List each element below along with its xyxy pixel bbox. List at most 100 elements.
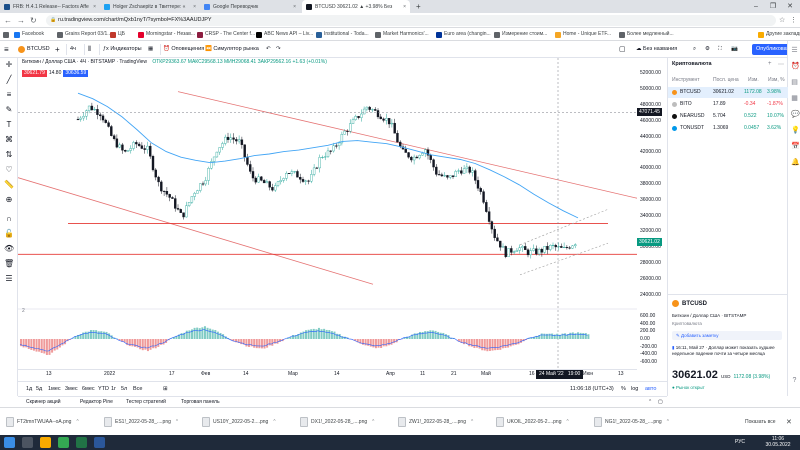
watchlist-icon[interactable]: ☰ <box>791 47 798 54</box>
trash-icon[interactable]: 🗑 <box>4 259 15 268</box>
bookmark-item[interactable]: Morningstar - Незав... <box>138 28 195 41</box>
chevron-up-icon[interactable]: ⌃ <box>272 419 277 425</box>
bookmark-item[interactable]: ЦБ <box>110 28 125 41</box>
watchlist-row[interactable]: TONUSDT 1.3069 0.0457 3.62% <box>668 123 788 134</box>
browser-tab-tradingview[interactable]: BTCUSD 30621.02 ▲ +3.98% Без × <box>302 0 410 13</box>
notifications-icon[interactable]: 🔔 <box>791 159 800 166</box>
chevron-up-icon[interactable]: ⌃ <box>665 419 670 425</box>
bookmark-other[interactable]: Другие закладки <box>758 28 800 41</box>
tab-strategy-tester[interactable]: Тестер стратегий <box>126 399 166 405</box>
fullscreen-icon[interactable]: ⛶ <box>718 46 722 52</box>
chevron-up-icon[interactable]: ⌃ <box>371 419 376 425</box>
zoom-in-icon[interactable]: ⊕ <box>5 195 13 204</box>
close-icon[interactable]: × <box>193 3 196 10</box>
chevron-up-icon[interactable]: ⌃ <box>469 419 475 425</box>
news-icon[interactable]: ▦ <box>791 95 798 102</box>
calendar-icon[interactable]: 📅 <box>791 143 800 150</box>
taskbar-clock[interactable]: 11:06 30.05.2022 <box>760 436 796 448</box>
timeframe-button[interactable]: 1д <box>26 386 33 392</box>
col-header-pct[interactable]: Изм, % <box>768 77 785 83</box>
bookmark-item[interactable]: Измерение стоим... <box>494 28 547 41</box>
show-all-downloads-link[interactable]: Показать все <box>745 419 776 425</box>
hamburger-menu-icon[interactable]: ≡ <box>4 45 9 54</box>
undo-icon[interactable]: ↶ <box>266 46 271 52</box>
layout-grid-icon[interactable]: ▢ <box>619 46 626 53</box>
price-scale[interactable]: 52000.00 50000.00 48000.00 46000.00 44000.00… <box>637 58 667 381</box>
download-item[interactable]: ZW1!_2022-05-28_....png ⌃ <box>398 414 474 430</box>
bookmark-item[interactable]: Euro area (changin... <box>436 28 491 41</box>
close-icon[interactable]: × <box>403 3 406 10</box>
new-tab-button[interactable]: + <box>416 2 421 11</box>
download-item[interactable]: US10Y_2022-05-2....png ⌃ <box>202 414 277 430</box>
browser-tab-translate[interactable]: Google Переводчик × <box>200 0 300 13</box>
file-explorer-icon[interactable] <box>40 437 51 448</box>
chevron-up-icon[interactable]: ⌃ <box>565 419 570 425</box>
price-chart[interactable] <box>18 58 637 381</box>
layout-name-button[interactable]: ☁ Без названия <box>636 41 677 58</box>
bookmark-item[interactable]: Market Harmonics'... <box>375 28 429 41</box>
bar-style-icon[interactable]: ⫴ <box>88 46 91 53</box>
star-bookmark-icon[interactable]: ☆ <box>779 17 786 24</box>
watchlist-row[interactable]: BTCUSD 30621.02 1172.08 3.98% <box>668 87 788 98</box>
input-language[interactable]: РУС <box>735 439 746 445</box>
tab-trading-panel[interactable]: Торговая панель <box>181 399 220 405</box>
crosshair-tool-icon[interactable]: ✛ <box>5 60 13 69</box>
interval-button[interactable]: 4ч <box>70 46 76 52</box>
more-options-icon[interactable]: ⋯ <box>778 62 784 68</box>
pattern-tool-icon[interactable]: ⌘ <box>5 135 13 144</box>
chevron-up-icon[interactable]: ⌃ <box>174 419 180 425</box>
publish-button[interactable]: Опубликовать <box>752 44 796 55</box>
auto-scale-toggle[interactable]: авто <box>645 386 657 392</box>
col-header-symbol[interactable]: Инструмент <box>672 77 700 83</box>
collapse-panel-icon[interactable]: ⌃ <box>648 399 653 405</box>
timeframe-button[interactable]: 6мес <box>82 386 95 392</box>
templates-icon[interactable]: ▦ <box>148 46 154 52</box>
close-icon[interactable]: × <box>93 3 96 10</box>
help-icon[interactable]: ? <box>792 377 797 384</box>
download-item[interactable]: DX1!_2022-05-28_....png ⌃ <box>300 414 375 430</box>
text-tool-icon[interactable]: T <box>6 120 12 129</box>
timeframe-button[interactable]: 5д <box>36 386 43 392</box>
watchlist-row[interactable]: NEARUSD 5.704 0.522 10.07% <box>668 111 788 122</box>
log-scale-toggle[interactable]: log <box>631 386 639 392</box>
col-header-chg[interactable]: Изм. <box>748 77 759 83</box>
trendline-tool-icon[interactable]: ╱ <box>6 75 12 84</box>
bookmark-item[interactable]: Institutional - Toda... <box>316 28 369 41</box>
chart-pane[interactable]: Биткоин / Доллар США · 4Ч · BITSTAMP · T… <box>18 58 637 381</box>
url-input[interactable]: 🔒 ru.tradingview.com/chart/mQxb1nyT/?sym… <box>46 15 776 26</box>
lock-drawings-icon[interactable]: 🔓 <box>4 229 14 238</box>
ideas-icon[interactable]: 💡 <box>791 127 800 134</box>
timeframe-button[interactable]: YTD <box>98 386 109 392</box>
windows-start-icon[interactable] <box>4 437 15 448</box>
bookmark-item[interactable]: Home - Unique ETF... <box>555 28 611 41</box>
bookmark-item[interactable]: CRSP - The Center f... <box>197 28 255 41</box>
timeframe-button[interactable]: 1г <box>111 386 117 392</box>
close-downloads-icon[interactable]: ✕ <box>786 419 792 426</box>
prediction-tool-icon[interactable]: ⇅ <box>5 150 13 159</box>
close-icon[interactable]: × <box>293 3 296 10</box>
watchlist-title[interactable]: Криптовалюта <box>672 61 712 67</box>
bookmark-item[interactable]: Grains Report 03/1... <box>57 28 111 41</box>
time-axis[interactable]: 13 2022 17 Фев 14 Мар 14 Апр 11 21 Май 16 13 Июн 24 Ма… <box>18 369 637 381</box>
chevron-up-icon[interactable]: ⌃ <box>75 419 80 425</box>
download-item[interactable]: FT2tmnTWUAA--oA.png ⌃ <box>6 414 80 430</box>
minimize-window-icon[interactable]: – <box>754 3 758 10</box>
excel-icon[interactable] <box>76 437 87 448</box>
browser-tab-frb[interactable]: FRB: H.4.1 Release-- Factors Affe × <box>0 0 100 13</box>
redo-icon[interactable]: ↷ <box>276 46 281 52</box>
tab-stock-screener[interactable]: Скринер акций <box>26 399 61 405</box>
timeframe-button[interactable]: Все <box>133 386 143 392</box>
fib-tool-icon[interactable]: ≡ <box>6 90 12 99</box>
percent-scale-toggle[interactable]: % <box>621 386 626 392</box>
alerts-button[interactable]: ⏰ Оповещения <box>163 41 204 58</box>
date-range-icon[interactable]: ⊞ <box>163 386 168 392</box>
forward-arrow-icon[interactable]: → <box>17 16 25 25</box>
ruler-icon[interactable]: 📏 <box>4 180 14 189</box>
eye-icon[interactable]: 👁 <box>4 244 15 253</box>
detail-symbol[interactable]: BTCUSD <box>672 300 707 307</box>
alarm-icon[interactable]: ⏰ <box>791 63 800 70</box>
browser-menu-icon[interactable]: ⋮ <box>790 17 797 24</box>
chat-icon[interactable]: 💬 <box>791 111 800 118</box>
tab-pine-editor[interactable]: Редактор Pine <box>80 399 113 405</box>
download-item[interactable]: NG1!_2022-05-28_....png ⌃ <box>594 414 670 430</box>
